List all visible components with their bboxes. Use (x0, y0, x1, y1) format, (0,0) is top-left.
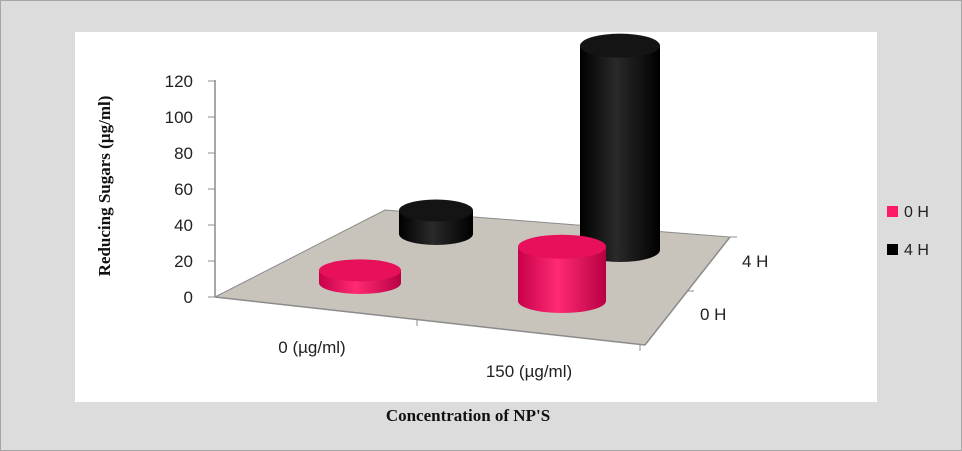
bar-top (319, 259, 401, 281)
bar-cylinder (518, 235, 606, 313)
bar-top (518, 235, 606, 259)
y-tick-label: 20 (174, 252, 193, 271)
legend-swatch-0h (887, 206, 898, 217)
bar-top (399, 199, 473, 221)
bar-cylinder (580, 34, 660, 262)
y-tick-label: 80 (174, 144, 193, 163)
bar-cylinder (399, 199, 473, 245)
bar-cylinder (319, 259, 401, 294)
bar-top (580, 34, 660, 58)
legend-swatch-4h (887, 244, 898, 255)
y-tick-label: 40 (174, 216, 193, 235)
x-tick-label: 150 (µg/ml) (486, 362, 572, 381)
y-tick-label: 120 (165, 72, 193, 91)
legend-label-4h: 4 H (904, 242, 929, 259)
depth-tick-label: 0 H (700, 305, 726, 324)
y-ticks (208, 81, 215, 297)
y-tick-label: 100 (165, 108, 193, 127)
bar-body (580, 46, 660, 262)
y-tick-label: 60 (174, 180, 193, 199)
x-axis-title: Concentration of NP'S (386, 406, 550, 425)
y-tick-label: 0 (184, 288, 193, 307)
y-axis-title: Reducing Sugars (µg/ml) (95, 96, 114, 277)
depth-tick-label: 4 H (742, 252, 768, 271)
x-tick-label: 0 (µg/ml) (278, 338, 345, 357)
legend-label-0h: 0 H (904, 204, 929, 221)
